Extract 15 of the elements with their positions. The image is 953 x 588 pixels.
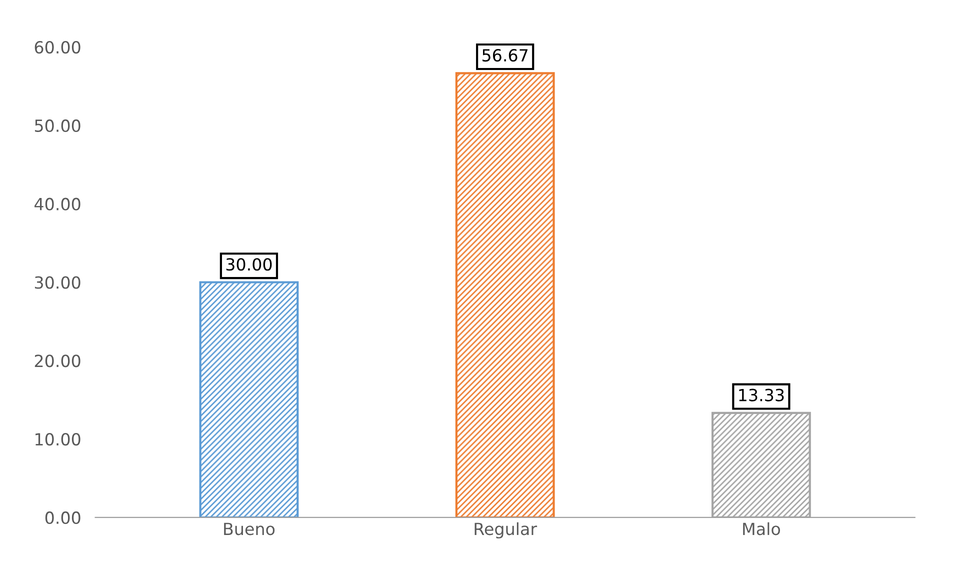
bar xyxy=(199,281,299,518)
y-tick-label: 10.00 xyxy=(36,433,80,446)
data-label: 13.33 xyxy=(739,388,784,402)
y-tick-label: 0.00 xyxy=(45,511,80,524)
x-tick-label: Malo xyxy=(743,522,780,536)
y-tick-label: 20.00 xyxy=(34,354,80,368)
data-label: 30.00 xyxy=(226,258,272,271)
data-label: 56.67 xyxy=(482,48,528,62)
x-tick-label: Regular xyxy=(474,522,538,538)
y-tick-label: 40.00 xyxy=(34,198,80,210)
y-tick-label: 30.00 xyxy=(34,276,80,289)
y-tick-label: 60.00 xyxy=(34,41,80,54)
x-tick-label: Bueno xyxy=(224,522,275,536)
y-tick-label: 50.00 xyxy=(34,119,80,132)
bar xyxy=(455,72,555,518)
